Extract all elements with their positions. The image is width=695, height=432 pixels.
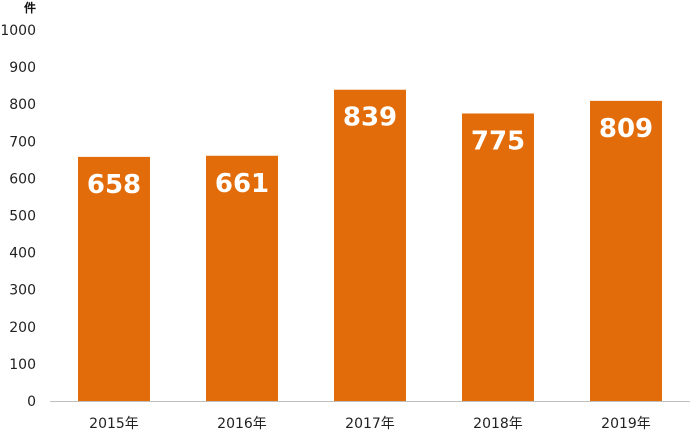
x-axis-categories: 2015年 2016年 2017年 2018年 2019年	[89, 416, 651, 432]
bar	[334, 89, 406, 401]
bar	[590, 100, 662, 402]
bar-data-label: 809	[599, 114, 653, 144]
y-axis-ticks: 0 100 200 300 400 500 600 700 800 900 1000	[0, 23, 36, 410]
x-category-label: 2019年	[601, 416, 651, 432]
y-tick-label: 500	[9, 209, 36, 225]
y-tick-label: 600	[9, 171, 36, 187]
bar	[78, 156, 150, 401]
y-tick-label: 1000	[0, 23, 36, 39]
y-tick-label: 200	[9, 320, 36, 336]
y-tick-label: 300	[9, 283, 36, 299]
x-category-label: 2015年	[89, 416, 139, 432]
y-tick-label: 900	[9, 60, 36, 76]
x-category-label: 2017年	[345, 416, 395, 432]
bar	[206, 155, 278, 401]
x-category-label: 2016年	[217, 416, 267, 432]
bar-data-label: 658	[87, 170, 141, 200]
x-category-label: 2018年	[473, 416, 523, 432]
bar-data-label: 775	[471, 126, 525, 156]
bars: 658 661 839 775 809	[78, 89, 662, 402]
y-axis-unit-label: 件	[24, 0, 36, 15]
bar-data-label: 661	[215, 169, 269, 199]
bar	[462, 113, 534, 401]
y-tick-label: 800	[9, 97, 36, 113]
y-tick-label: 0	[27, 394, 36, 410]
y-tick-label: 700	[9, 134, 36, 150]
y-tick-label: 400	[9, 246, 36, 262]
bar-data-label: 839	[343, 103, 397, 133]
y-tick-label: 100	[9, 357, 36, 373]
